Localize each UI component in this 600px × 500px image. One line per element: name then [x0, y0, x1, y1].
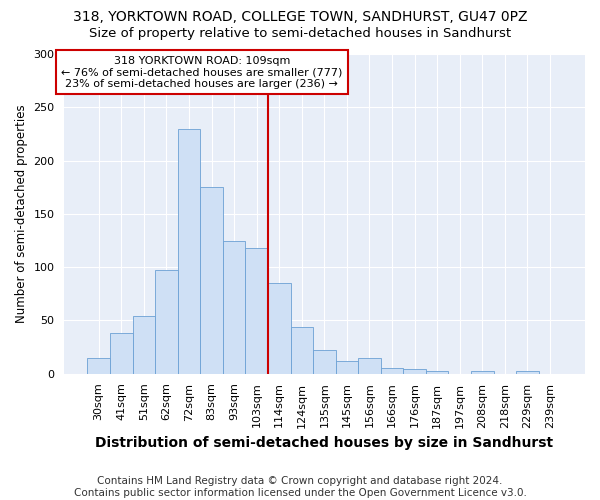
Bar	[110, 333, 133, 374]
Bar	[155, 270, 178, 374]
Bar	[223, 242, 245, 374]
Bar	[268, 283, 290, 374]
Bar	[313, 350, 335, 374]
Bar	[471, 372, 494, 374]
Bar	[358, 358, 381, 374]
Bar	[426, 372, 448, 374]
Text: Contains HM Land Registry data © Crown copyright and database right 2024.
Contai: Contains HM Land Registry data © Crown c…	[74, 476, 526, 498]
Bar	[290, 326, 313, 374]
Bar	[403, 370, 426, 374]
Text: 318, YORKTOWN ROAD, COLLEGE TOWN, SANDHURST, GU47 0PZ: 318, YORKTOWN ROAD, COLLEGE TOWN, SANDHU…	[73, 10, 527, 24]
Bar	[516, 372, 539, 374]
Bar	[335, 360, 358, 374]
Text: 318 YORKTOWN ROAD: 109sqm
← 76% of semi-detached houses are smaller (777)
23% of: 318 YORKTOWN ROAD: 109sqm ← 76% of semi-…	[61, 56, 343, 89]
Bar	[133, 316, 155, 374]
Y-axis label: Number of semi-detached properties: Number of semi-detached properties	[15, 104, 28, 323]
Bar	[178, 128, 200, 374]
X-axis label: Distribution of semi-detached houses by size in Sandhurst: Distribution of semi-detached houses by …	[95, 436, 553, 450]
Bar	[200, 187, 223, 374]
Bar	[245, 248, 268, 374]
Text: Size of property relative to semi-detached houses in Sandhurst: Size of property relative to semi-detach…	[89, 28, 511, 40]
Bar	[381, 368, 403, 374]
Bar	[88, 358, 110, 374]
